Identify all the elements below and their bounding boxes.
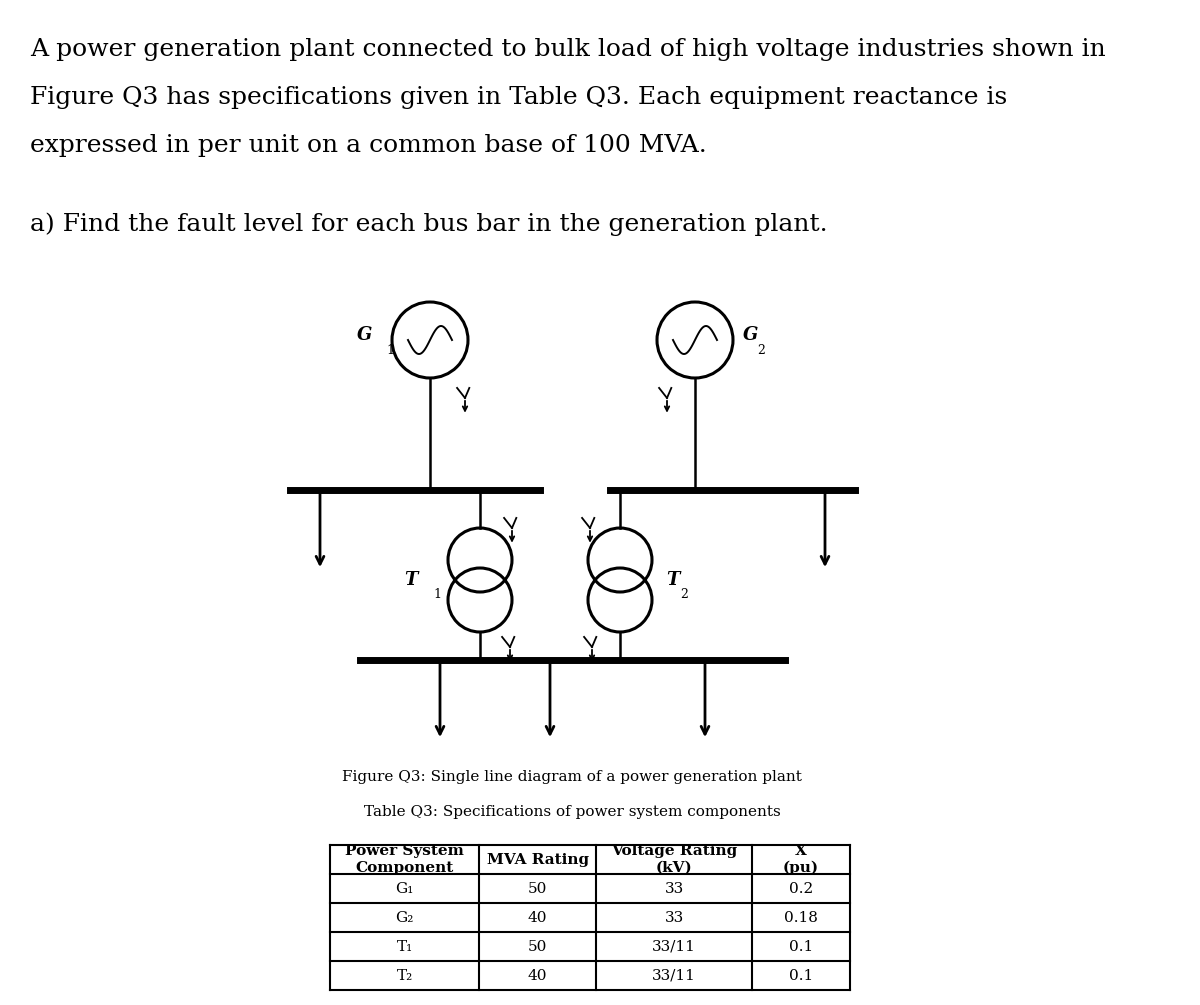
Text: Power System
Component: Power System Component	[346, 844, 464, 875]
Text: T₁: T₁	[396, 940, 413, 954]
Text: G: G	[743, 326, 758, 344]
Text: G₂: G₂	[395, 911, 414, 925]
Text: 1: 1	[433, 588, 442, 601]
Text: MVA Rating: MVA Rating	[487, 852, 589, 866]
Text: 2: 2	[680, 588, 688, 601]
Text: Figure Q3 has specifications given in Table Q3. Each equipment reactance is: Figure Q3 has specifications given in Ta…	[30, 86, 1007, 109]
Text: G: G	[356, 326, 372, 344]
Text: T: T	[666, 571, 679, 589]
Text: Figure Q3: Single line diagram of a power generation plant: Figure Q3: Single line diagram of a powe…	[342, 770, 802, 784]
Text: T: T	[404, 571, 418, 589]
Text: Voltage Rating
(kV): Voltage Rating (kV)	[611, 844, 737, 875]
Text: 0.18: 0.18	[784, 911, 817, 925]
Text: T₂: T₂	[396, 969, 413, 983]
Text: 1: 1	[386, 344, 394, 357]
Text: 0.2: 0.2	[788, 881, 812, 895]
Text: 40: 40	[528, 911, 547, 925]
Text: X
(pu): X (pu)	[782, 843, 818, 875]
Text: 40: 40	[528, 969, 547, 983]
Text: expressed in per unit on a common base of 100 MVA.: expressed in per unit on a common base o…	[30, 134, 707, 157]
Text: 0.1: 0.1	[788, 969, 812, 983]
Text: 0.1: 0.1	[788, 940, 812, 954]
Text: 2: 2	[757, 344, 764, 357]
Text: 50: 50	[528, 881, 547, 895]
Text: A power generation plant connected to bulk load of high voltage industries shown: A power generation plant connected to bu…	[30, 38, 1105, 61]
Text: 33/11: 33/11	[652, 969, 696, 983]
Text: 33: 33	[665, 881, 684, 895]
Text: a) Find the fault level for each bus bar in the generation plant.: a) Find the fault level for each bus bar…	[30, 212, 828, 235]
Text: 33/11: 33/11	[652, 940, 696, 954]
Text: Table Q3: Specifications of power system components: Table Q3: Specifications of power system…	[364, 805, 780, 819]
Text: 50: 50	[528, 940, 547, 954]
Text: 33: 33	[665, 911, 684, 925]
Text: G₁: G₁	[395, 881, 414, 895]
